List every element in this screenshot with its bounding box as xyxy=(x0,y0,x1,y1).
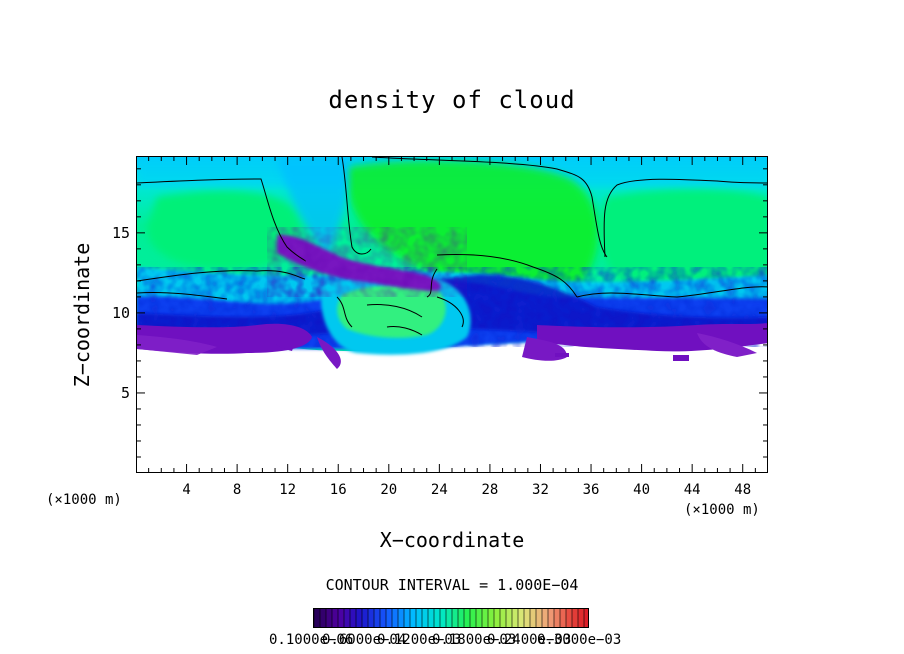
colorbar-segment xyxy=(566,609,572,627)
colorbar-segment xyxy=(482,609,488,627)
colorbar-segment xyxy=(524,609,530,627)
y-tick-label: 15 xyxy=(111,223,130,242)
colorbar-segment xyxy=(314,609,320,627)
colorbar-segment xyxy=(500,609,506,627)
colorbar-segment xyxy=(344,609,350,627)
x-axis-label: X−coordinate xyxy=(379,528,525,552)
colorbar-segment xyxy=(428,609,434,627)
chart-title: density of cloud xyxy=(328,86,576,114)
colorbar-segment xyxy=(494,609,500,627)
x-tick-label: 20 xyxy=(380,482,398,498)
colorbar-segment xyxy=(458,609,464,627)
colorbar-label: 0.6000e−04 xyxy=(322,632,407,648)
x-tick-label: 40 xyxy=(633,482,651,498)
colorbar-segment xyxy=(518,609,524,627)
colorbar-segment xyxy=(392,609,398,627)
x-tick-label: 8 xyxy=(232,482,242,498)
colorbar-segment xyxy=(356,609,362,627)
colorbar-segment xyxy=(362,609,368,627)
x-tick-label: 4 xyxy=(182,482,191,498)
x-tick-label: 24 xyxy=(430,482,448,498)
colorbar-segment xyxy=(410,609,416,627)
colorbar xyxy=(313,608,589,628)
colorbar-segment xyxy=(512,609,518,627)
x-tick-label: 36 xyxy=(582,482,600,498)
colorbar-segment xyxy=(530,609,536,627)
plot-area xyxy=(136,156,768,473)
colorbar-segment xyxy=(542,609,548,627)
colorbar-segment xyxy=(548,609,554,627)
colorbar-segment xyxy=(404,609,410,627)
colorbar-segment xyxy=(536,609,542,627)
contour-interval-label: CONTOUR INTERVAL = 1.000E−04 xyxy=(325,576,579,594)
colorbar-segment xyxy=(584,609,588,627)
colorbar-segment xyxy=(380,609,386,627)
colorbar-label: 0.1800e−03 xyxy=(432,632,517,648)
x-unit-label-left: (×1000 m) xyxy=(46,492,122,508)
colorbar-segment xyxy=(470,609,476,627)
colorbar-label: 0.1200e−03 xyxy=(377,632,462,648)
colorbar-segment xyxy=(422,609,428,627)
colorbar-label: 0.3000e−03 xyxy=(537,632,622,648)
colorbar-segment xyxy=(320,609,326,627)
x-tick-label: 28 xyxy=(481,482,499,498)
colorbar-segment xyxy=(446,609,452,627)
colorbar-segment xyxy=(386,609,392,627)
colorbar-segment xyxy=(452,609,458,627)
colorbar-segment xyxy=(572,609,578,627)
colorbar-segment xyxy=(332,609,338,627)
x-tick-label: 32 xyxy=(532,482,549,498)
density-field xyxy=(137,157,767,369)
colorbar-segment xyxy=(440,609,446,627)
colorbar-segment xyxy=(560,609,566,627)
colorbar-segment xyxy=(350,609,356,627)
colorbar-label: 0.1000e−06 xyxy=(269,632,354,648)
colorbar-segment xyxy=(374,609,380,627)
x-tick-label: 12 xyxy=(279,482,297,498)
x-tick-label: 44 xyxy=(683,482,701,498)
colorbar-segment xyxy=(368,609,374,627)
x-unit-label-right: (×1000 m) xyxy=(684,502,760,518)
colorbar-segment xyxy=(554,609,560,627)
colorbar-segment xyxy=(416,609,422,627)
x-tick-label: 16 xyxy=(329,482,347,498)
colorbar-segment xyxy=(488,609,494,627)
colorbar-segment xyxy=(476,609,482,627)
y-tick-label: 10 xyxy=(111,303,130,322)
colorbar-segment xyxy=(464,609,470,627)
colorbar-label: 0.2400e−03 xyxy=(487,632,572,648)
colorbar-segment xyxy=(506,609,512,627)
y-axis-label: Z−coordinate xyxy=(70,242,94,388)
colorbar-segment xyxy=(398,609,404,627)
x-tick-label: 48 xyxy=(734,482,752,498)
colorbar-segment xyxy=(578,609,584,627)
colorbar-segment xyxy=(434,609,440,627)
colorbar-segment xyxy=(326,609,332,627)
colorbar-segment xyxy=(338,609,344,627)
y-tick-label: 5 xyxy=(120,383,130,402)
